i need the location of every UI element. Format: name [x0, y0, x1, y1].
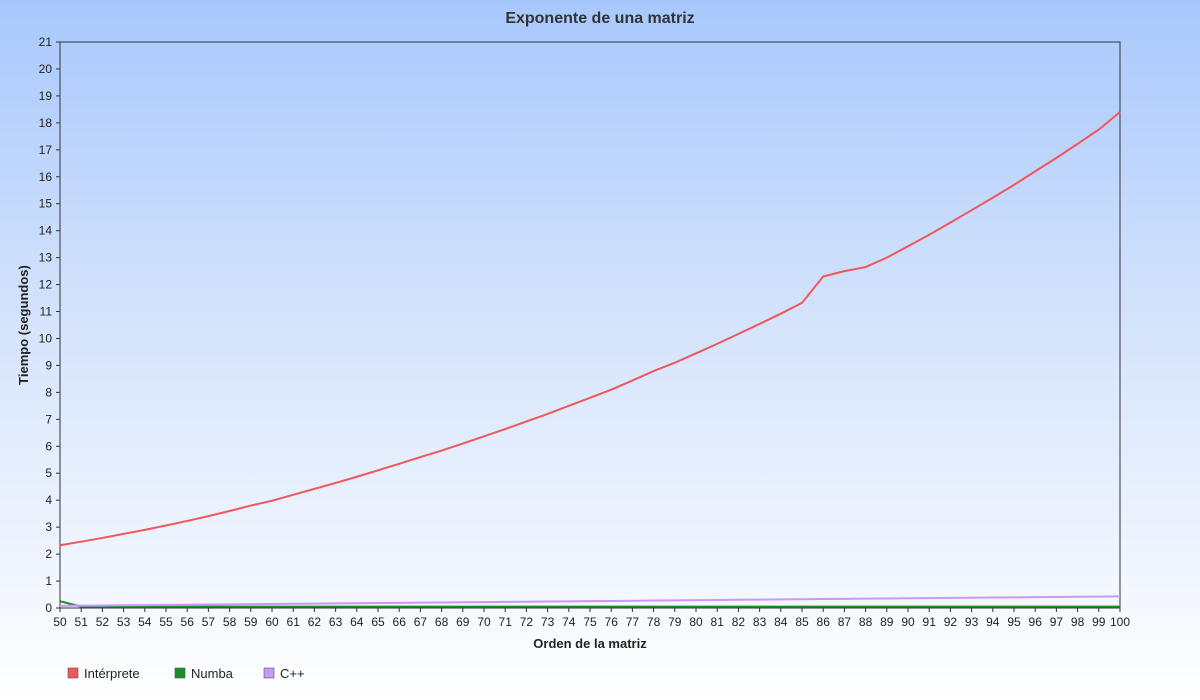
legend-swatch [263, 667, 275, 679]
x-tick-label: 70 [477, 615, 491, 629]
x-tick-label: 87 [838, 615, 852, 629]
x-tick-label: 84 [774, 615, 788, 629]
y-tick-label: 14 [39, 224, 53, 238]
y-tick-label: 0 [45, 601, 52, 615]
x-tick-label: 52 [96, 615, 110, 629]
x-tick-label: 90 [901, 615, 915, 629]
legend-label: C++ [280, 666, 305, 681]
chart-title: Exponente de una matriz [505, 10, 694, 27]
y-tick-label: 10 [39, 331, 53, 345]
legend-label: Numba [191, 666, 234, 681]
x-tick-label: 51 [75, 615, 89, 629]
legend-label: Intérprete [84, 666, 140, 681]
x-tick-label: 100 [1110, 615, 1130, 629]
legend: Intérprete Numba C++ [67, 666, 305, 681]
x-tick-label: 99 [1092, 615, 1106, 629]
x-tick-label: 75 [583, 615, 597, 629]
y-tick-label: 7 [45, 412, 52, 426]
x-tick-label: 66 [393, 615, 407, 629]
y-tick-label: 17 [39, 143, 53, 157]
x-tick-label: 68 [435, 615, 449, 629]
x-tick-label: 63 [329, 615, 343, 629]
y-tick-label: 18 [39, 116, 53, 130]
legend-swatch [174, 667, 186, 679]
x-tick-label: 71 [499, 615, 513, 629]
x-tick-label: 88 [859, 615, 873, 629]
x-tick-label: 60 [265, 615, 279, 629]
x-tick-label: 58 [223, 615, 237, 629]
x-tick-label: 85 [795, 615, 809, 629]
x-tick-label: 77 [626, 615, 640, 629]
plot-frame [59, 41, 1121, 609]
y-tick-label: 1 [45, 574, 52, 588]
x-tick-label: 76 [605, 615, 619, 629]
y-tick-label: 20 [39, 62, 53, 76]
x-tick-label: 65 [371, 615, 385, 629]
x-tick-label: 54 [138, 615, 152, 629]
x-tick-label: 82 [732, 615, 746, 629]
x-tick-label: 78 [647, 615, 661, 629]
series-line-0 [59, 111, 1121, 547]
x-tick-label: 92 [944, 615, 958, 629]
y-tick-label: 8 [45, 385, 52, 399]
y-tick-label: 21 [39, 35, 53, 49]
x-tick-label: 89 [880, 615, 894, 629]
y-tick-label: 12 [39, 278, 53, 292]
y-tick-label: 9 [45, 358, 52, 372]
y-tick-label: 19 [39, 89, 53, 103]
y-tick-label: 4 [45, 493, 52, 507]
x-tick-label: 97 [1050, 615, 1064, 629]
x-tick-label: 93 [965, 615, 979, 629]
y-tick-label: 6 [45, 439, 52, 453]
x-tick-label: 59 [244, 615, 258, 629]
x-tick-label: 50 [53, 615, 67, 629]
x-tick-label: 80 [689, 615, 703, 629]
x-tick-label: 98 [1071, 615, 1085, 629]
x-axis-label: Orden de la matriz [533, 636, 647, 651]
x-axis-ticks: 50 51 52 53 54 55 56 57 58 59 60 61 62 63 64 65 66 67 68 69… [53, 608, 1130, 629]
x-tick-label: 61 [287, 615, 301, 629]
series-line-2 [59, 595, 1121, 607]
x-tick-label: 96 [1029, 615, 1043, 629]
x-tick-label: 64 [350, 615, 364, 629]
x-tick-label: 62 [308, 615, 322, 629]
x-tick-label: 79 [668, 615, 682, 629]
x-tick-label: 74 [562, 615, 576, 629]
x-tick-label: 86 [817, 615, 831, 629]
y-tick-label: 16 [39, 170, 53, 184]
series-layer [59, 111, 1121, 608]
plot-area [59, 41, 1121, 609]
x-tick-label: 94 [986, 615, 1000, 629]
x-tick-label: 73 [541, 615, 555, 629]
x-tick-label: 57 [202, 615, 216, 629]
y-tick-label: 13 [39, 251, 53, 265]
y-tick-label: 11 [40, 305, 53, 319]
x-tick-label: 95 [1007, 615, 1021, 629]
y-axis-label: Tiempo (segundos) [16, 265, 31, 385]
legend-swatch [67, 667, 79, 679]
x-tick-label: 56 [181, 615, 195, 629]
y-tick-label: 3 [45, 520, 52, 534]
x-tick-label: 67 [414, 615, 428, 629]
y-tick-label: 5 [45, 466, 52, 480]
x-tick-label: 83 [753, 615, 767, 629]
x-tick-label: 53 [117, 615, 131, 629]
x-tick-label: 72 [520, 615, 534, 629]
x-tick-label: 69 [456, 615, 470, 629]
y-tick-label: 15 [39, 197, 53, 211]
y-tick-label: 2 [45, 547, 52, 561]
x-tick-label: 81 [711, 615, 725, 629]
series-line-1 [59, 600, 1120, 608]
x-tick-label: 91 [923, 615, 937, 629]
x-tick-label: 55 [159, 615, 173, 629]
